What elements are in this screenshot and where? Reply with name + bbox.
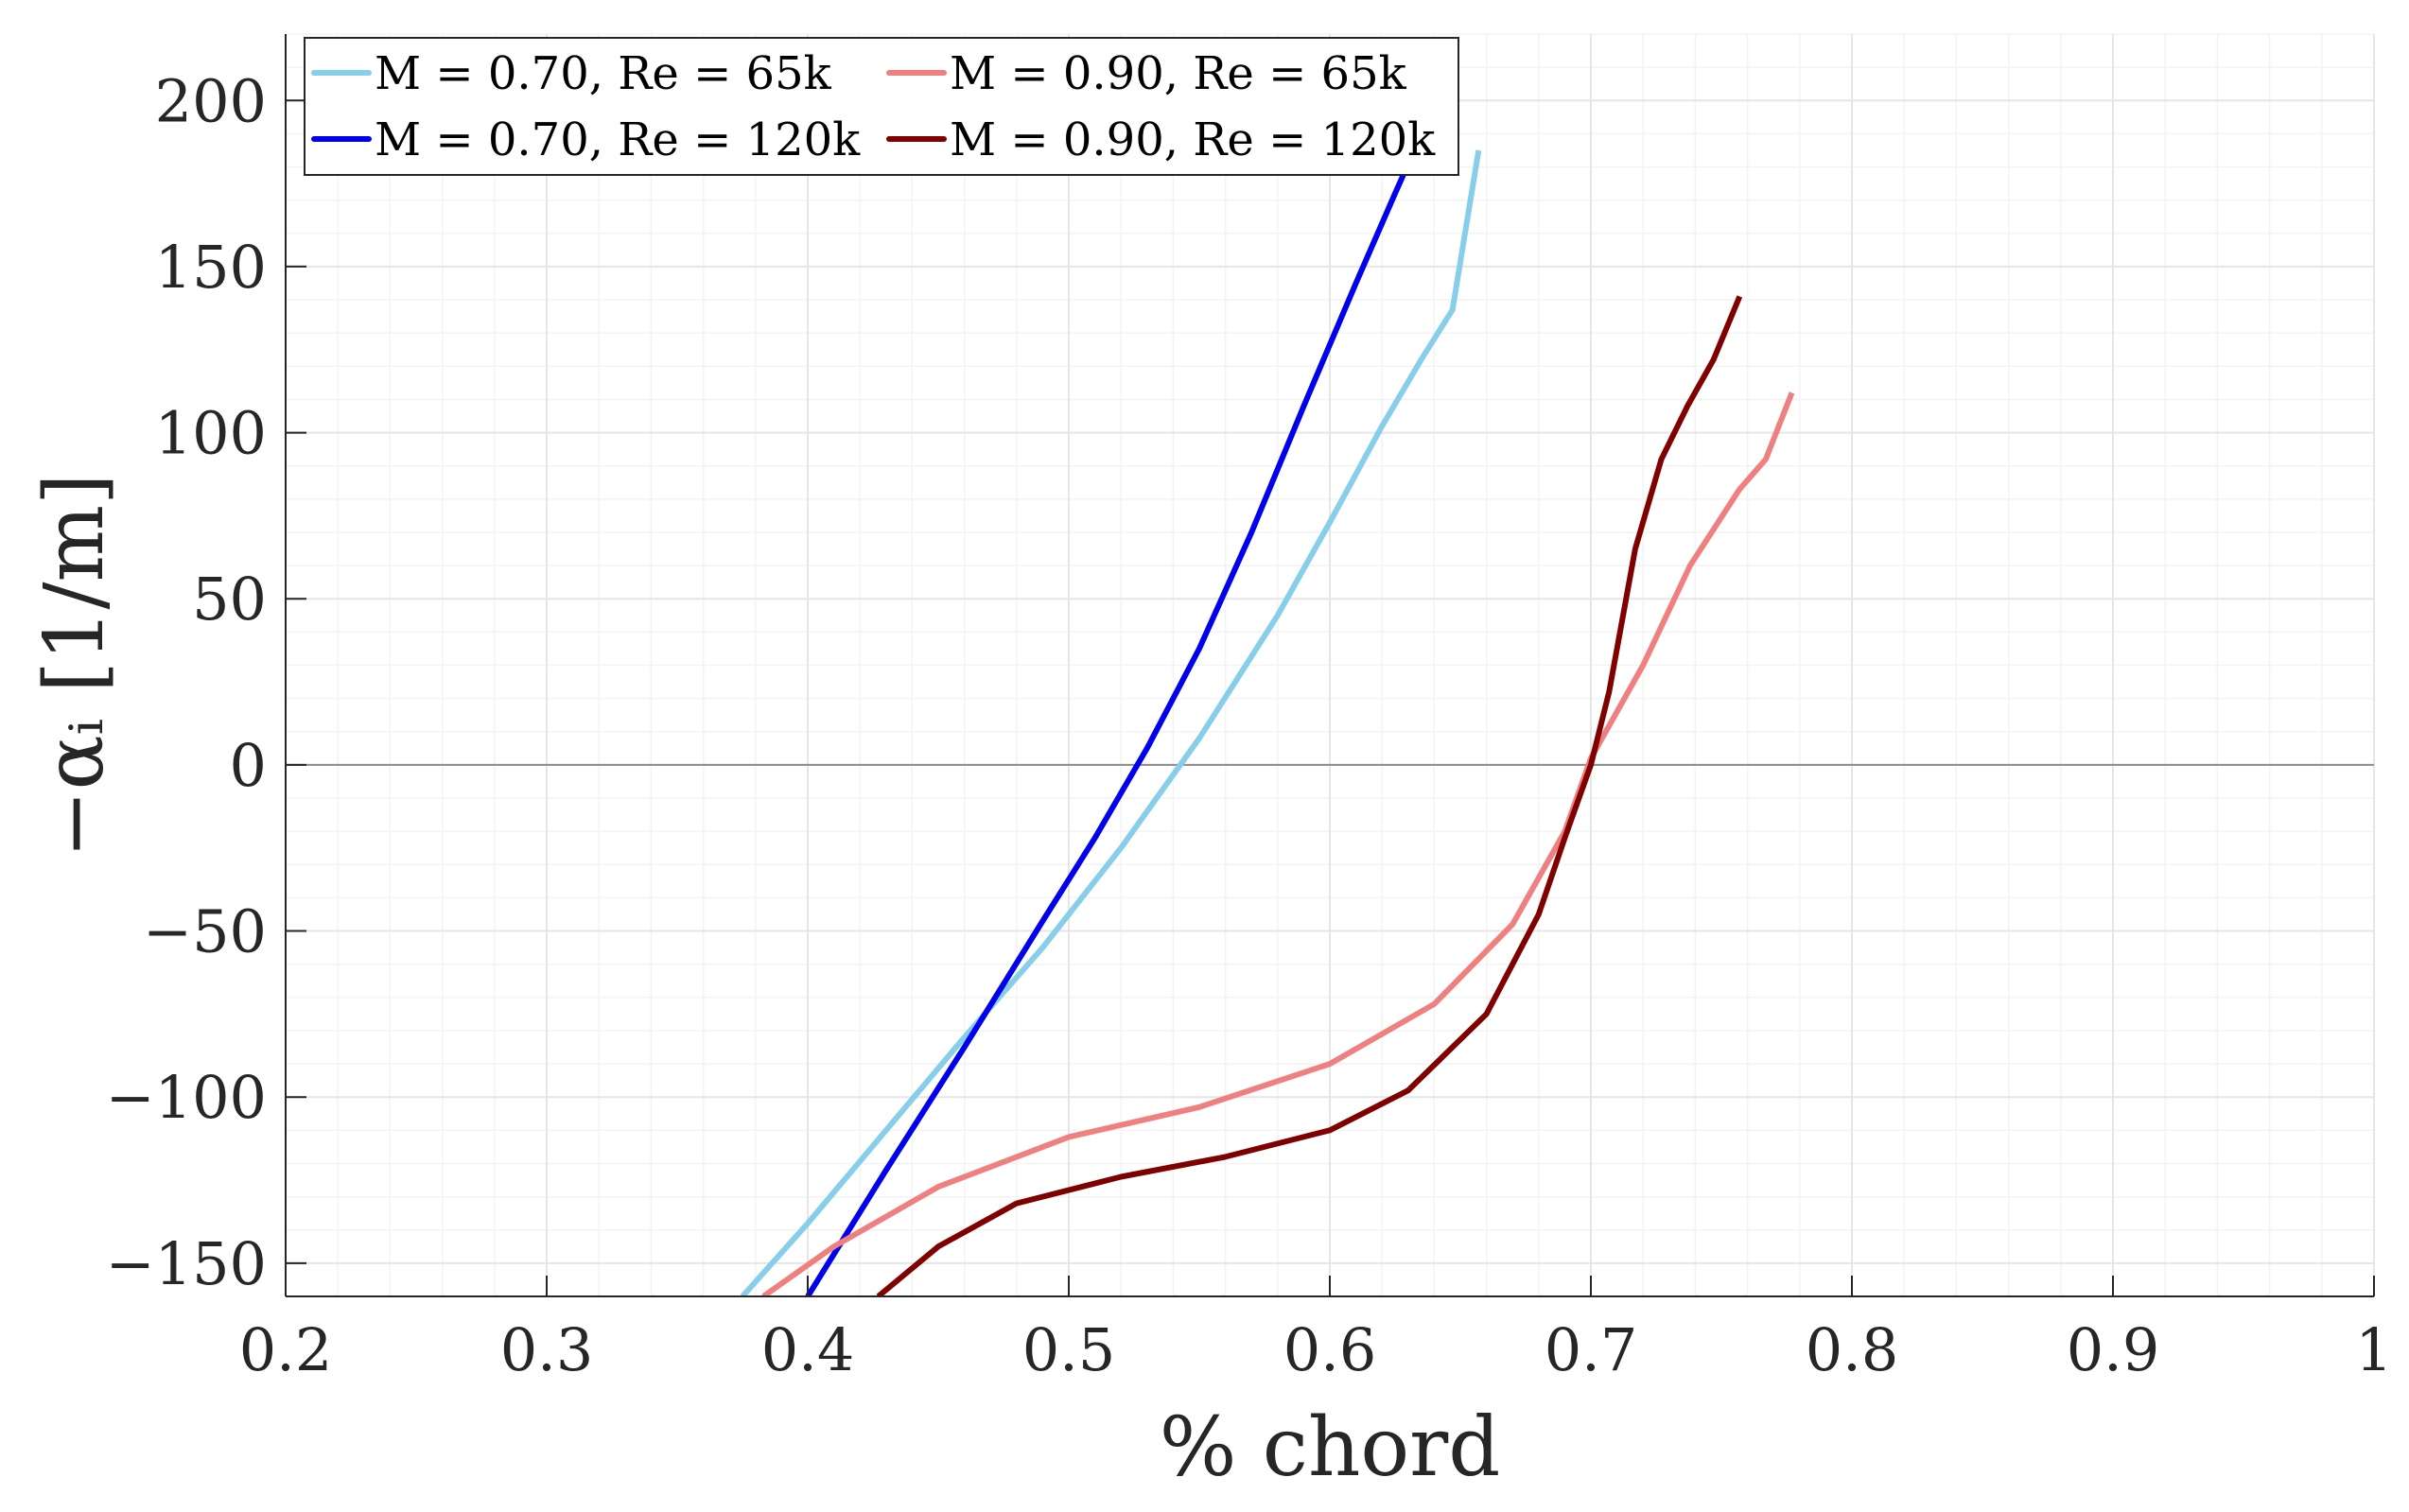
series-m090-re120k-line (876, 295, 1743, 1296)
x-tick-label: 0.3 (500, 1315, 594, 1384)
y-tick-label: 150 (155, 233, 267, 302)
series-m070-re120k-line (805, 115, 1432, 1296)
y-tick-label: −50 (143, 897, 267, 966)
y-tick-label: 0 (230, 731, 267, 800)
x-tick-label: 0.6 (1283, 1315, 1377, 1384)
legend-label-m070-re120k: M = 0.70, Re = 120k (375, 113, 861, 166)
legend-label-m070-re65k: M = 0.70, Re = 65k (375, 47, 832, 100)
y-tick-label: −150 (106, 1229, 267, 1298)
x-tick-label: 0.8 (1806, 1315, 1899, 1384)
y-tick-label: 100 (155, 399, 267, 468)
x-tick-label: 0.7 (1545, 1315, 1638, 1384)
series-layer (740, 115, 1795, 1296)
plot-area: 0.2 0.3 0.4 0.5 0.6 0.7 0.8 0.9 1 −150 −100 −50 0 50… (106, 33, 2393, 1384)
x-tick-label: 1 (2355, 1315, 2392, 1384)
y-tick-label: 50 (192, 565, 267, 634)
x-tick-label: 0.4 (761, 1315, 855, 1384)
legend-label-m090-re65k: M = 0.90, Re = 65k (950, 47, 1407, 100)
y-ticks: −150 −100 −50 0 50 100 150 200 (106, 66, 306, 1298)
x-axis-label: % chord (1160, 1400, 1501, 1495)
x-ticks: 0.2 0.3 0.4 0.5 0.6 0.7 0.8 0.9 1 (239, 1276, 2393, 1384)
y-axis-label: −αᵢ [1/m] (27, 473, 122, 858)
series-m090-re65k-line (761, 391, 1795, 1296)
x-tick-label: 0.2 (239, 1315, 333, 1384)
legend-box (304, 37, 1459, 176)
legend: M = 0.70, Re = 65k M = 0.90, Re = 65k M … (304, 37, 1459, 176)
x-tick-label: 0.9 (2067, 1315, 2160, 1384)
y-tick-label: 200 (155, 66, 267, 135)
y-tick-label: −100 (106, 1063, 267, 1132)
x-tick-label: 0.5 (1022, 1315, 1116, 1384)
legend-label-m090-re120k: M = 0.90, Re = 120k (950, 113, 1436, 166)
series-m070-re65k-line (740, 149, 1482, 1296)
